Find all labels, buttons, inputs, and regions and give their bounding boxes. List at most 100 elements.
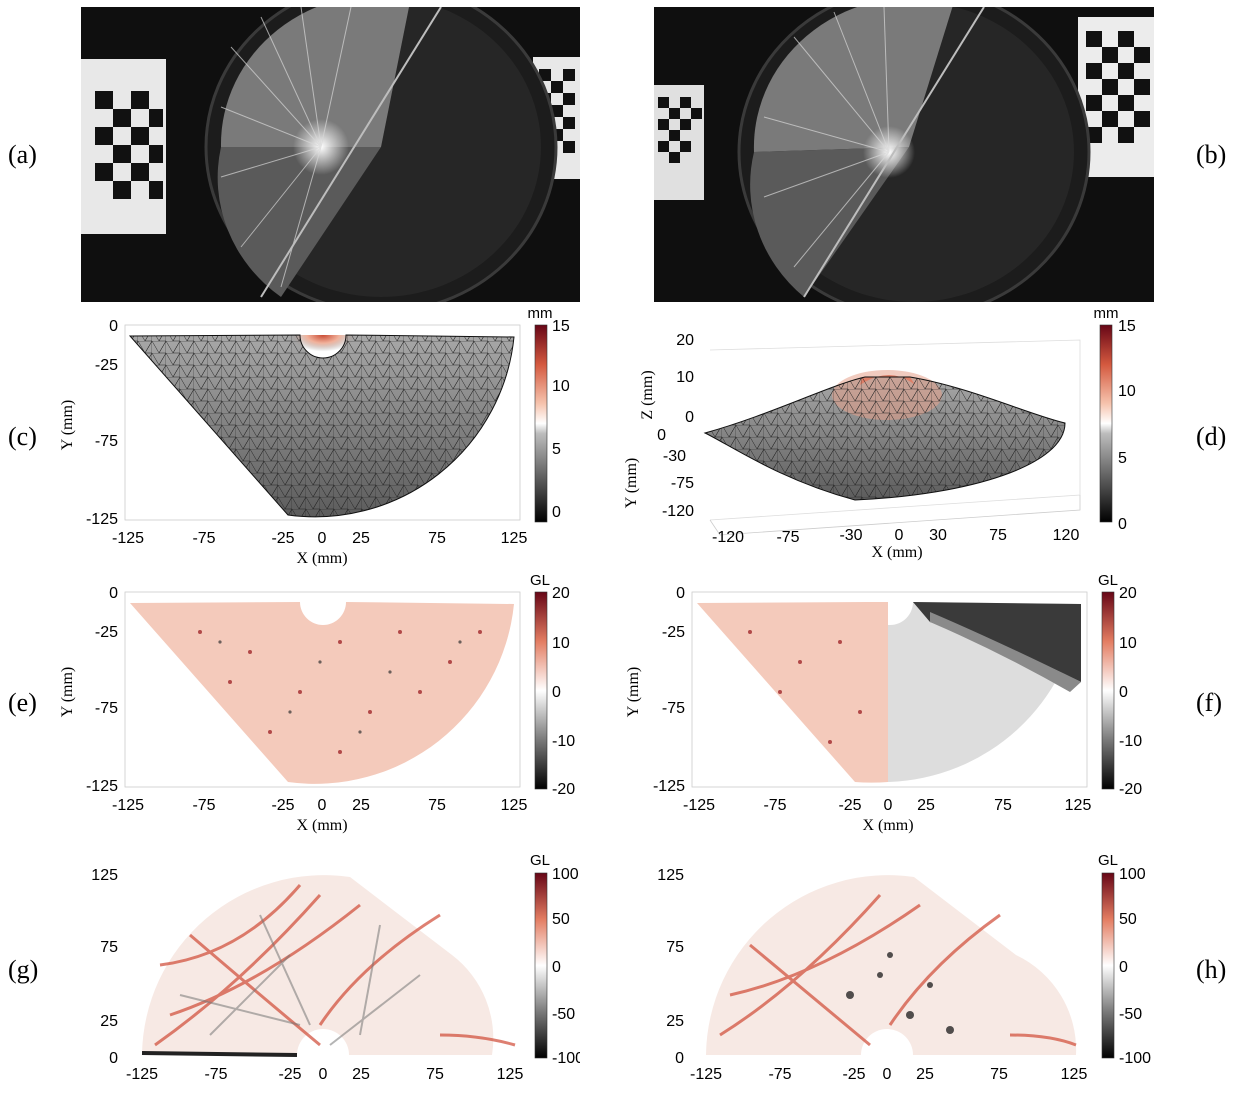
xtick: -125 (112, 797, 144, 814)
xtick: 25 (352, 530, 370, 547)
colorbar-tick: 0 (1119, 684, 1128, 701)
xtick: 75 (426, 1066, 444, 1083)
ytick: 0 (109, 585, 118, 602)
xtick: 75 (990, 1066, 1008, 1083)
ytick: -75 (671, 475, 694, 492)
ytick: -125 (86, 511, 118, 528)
chart-f: 0 -25 -75 -125 -125 -75 -25 0 25 75 125 … (600, 572, 1180, 837)
colorbar-tick: 0 (552, 504, 561, 521)
colorbar-unit: GL (530, 572, 550, 589)
panel-label-f: (f) (1196, 688, 1222, 717)
ztick: 0 (685, 409, 694, 426)
xtick: -125 (112, 530, 144, 547)
colorbar (534, 872, 548, 1059)
colorbar-tick: 10 (1119, 635, 1137, 652)
xtick: 120 (1053, 527, 1080, 544)
calibration-target-icon (654, 17, 1154, 200)
xtick: -125 (690, 1066, 722, 1083)
colorbar-tick: -10 (552, 733, 575, 750)
xtick: -75 (763, 797, 786, 814)
xtick: 75 (989, 527, 1007, 544)
ytick: -75 (662, 700, 685, 717)
colorbar-tick: 0 (552, 959, 561, 976)
xtick: -125 (683, 797, 715, 814)
colorbar-tick: -20 (1119, 781, 1142, 798)
xtick: -75 (192, 797, 215, 814)
ytick: -125 (653, 778, 685, 795)
xtick: -75 (776, 529, 799, 546)
xtick: 125 (1065, 797, 1092, 814)
glass-plate-icon (204, 7, 558, 302)
chart-h: 125 75 25 0 -125 -75 -25 0 25 75 125 GL … (630, 845, 1180, 1088)
ytick: 25 (100, 1013, 118, 1030)
xtick: -75 (192, 530, 215, 547)
panel-label-d: (d) (1196, 422, 1227, 451)
xtick: -125 (126, 1066, 158, 1083)
panel-label-c: (c) (8, 422, 37, 451)
xtick: 25 (352, 797, 370, 814)
xtick: -120 (712, 529, 744, 546)
ytick: -75 (95, 433, 118, 450)
colorbar-tick: 15 (1118, 318, 1136, 335)
colorbar-tick: -50 (1119, 1006, 1142, 1023)
xtick: 125 (497, 1066, 524, 1083)
x-axis-label: X (mm) (871, 544, 922, 561)
colorbar-tick: 0 (1118, 516, 1127, 533)
chart-c: 0 -25 -75 -125 -125 -75 -25 0 25 75 125 … (40, 305, 580, 570)
xtick: 125 (501, 530, 528, 547)
colorbar-unit: mm (1094, 305, 1119, 322)
ztick: 20 (676, 332, 694, 349)
xtick: 75 (994, 797, 1012, 814)
ytick: 75 (100, 939, 118, 956)
x-axis-label: X (mm) (296, 550, 347, 567)
xtick: 0 (883, 1066, 892, 1083)
xtick: 0 (318, 797, 327, 814)
y-axis-label: Y (mm) (623, 458, 640, 509)
colorbar-tick: 50 (552, 911, 570, 928)
xtick: -25 (838, 797, 861, 814)
x-axis-label: X (mm) (296, 817, 347, 834)
xtick: -75 (204, 1066, 227, 1083)
ytick: -25 (662, 624, 685, 641)
xtick: -30 (839, 527, 862, 544)
xtick: -25 (278, 1066, 301, 1083)
colorbar-unit: GL (1098, 852, 1118, 869)
colorbar-unit: GL (530, 852, 550, 869)
colorbar-tick: 5 (1118, 450, 1127, 467)
photo-b (654, 7, 1154, 302)
chart-e: 0 -25 -75 -125 -125 -75 -25 0 25 75 125 … (40, 572, 580, 837)
ytick: 0 (676, 585, 685, 602)
ytick: 75 (666, 939, 684, 956)
xtick: 125 (1061, 1066, 1088, 1083)
ytick: 0 (657, 427, 666, 444)
colorbar-tick: 0 (1119, 959, 1128, 976)
z-axis-label: Z (mm) (639, 370, 656, 419)
y-axis-label: Y (mm) (59, 400, 76, 451)
colorbar-tick: -100 (552, 1050, 580, 1067)
y-axis-label: Y (mm) (625, 667, 642, 718)
xtick: 125 (501, 797, 528, 814)
ytick: 125 (657, 867, 684, 884)
colorbar-tick: 0 (552, 684, 561, 701)
colorbar-tick: 20 (1119, 585, 1137, 602)
ytick: 0 (109, 1050, 118, 1067)
ytick: -25 (95, 357, 118, 374)
colorbar-tick: -20 (552, 781, 575, 798)
ytick: -125 (86, 778, 118, 795)
glass-plate-icon (737, 7, 1091, 302)
colorbar-tick: 15 (552, 318, 570, 335)
ytick: -30 (663, 448, 686, 465)
colorbar-tick: 50 (1119, 911, 1137, 928)
xtick: 30 (929, 527, 947, 544)
x-axis-label: X (mm) (862, 817, 913, 834)
xtick: -25 (271, 797, 294, 814)
photo-a (81, 7, 580, 302)
colorbar (1101, 591, 1115, 790)
xtick: 25 (917, 797, 935, 814)
colorbar-tick: 100 (552, 866, 579, 883)
colorbar-unit: mm (528, 305, 553, 322)
ytick: -25 (95, 624, 118, 641)
chart-g: 125 75 25 0 -125 -75 -25 0 25 75 125 GL … (60, 845, 584, 1088)
colorbar-tick: 20 (552, 585, 570, 602)
ztick: 10 (676, 369, 694, 386)
